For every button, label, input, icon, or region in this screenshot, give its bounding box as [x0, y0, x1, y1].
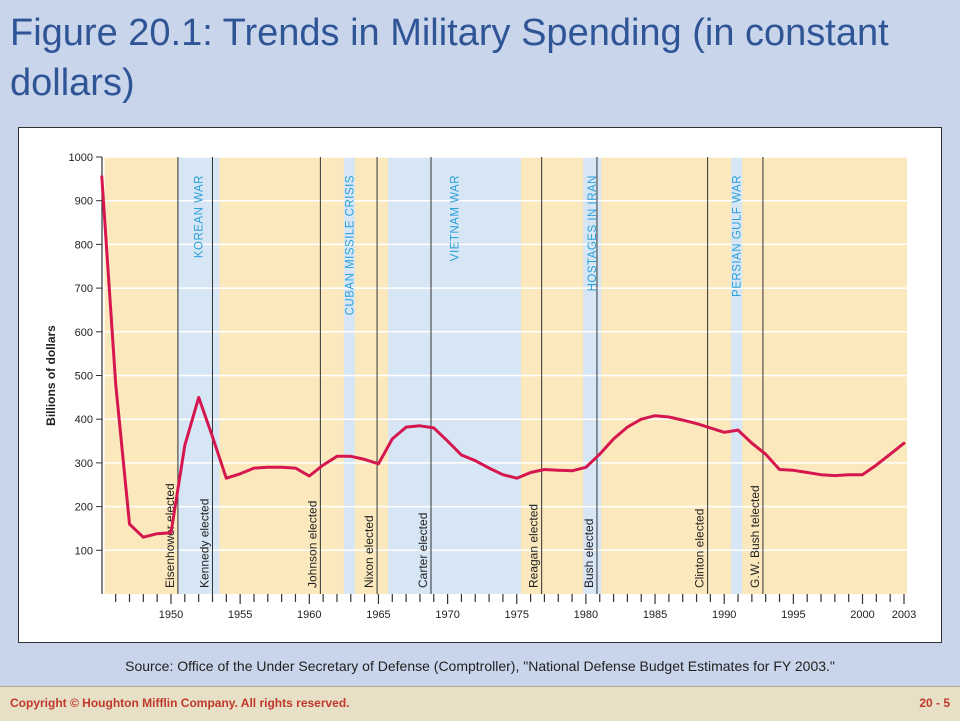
x-tick-label: 1995	[781, 609, 805, 621]
copyright-text: Copyright © Houghton Mifflin Company. Al…	[10, 696, 350, 710]
x-tick-label: 1950	[159, 609, 183, 621]
election-label: Carter elected	[416, 513, 430, 588]
x-tick-label: 1990	[712, 609, 736, 621]
y-tick-label: 500	[75, 371, 93, 383]
y-tick-label: 400	[75, 414, 93, 426]
election-label: Clinton elected	[693, 509, 707, 588]
x-tick-label: 2000	[850, 609, 874, 621]
war-label: HOSTAGES IN IRAN	[587, 175, 599, 291]
election-label: Bush elected	[582, 519, 596, 588]
footer-bar	[0, 686, 960, 721]
y-tick-label: 1000	[69, 152, 93, 164]
x-tick-label: 1955	[228, 609, 252, 621]
y-tick-label: 200	[75, 502, 93, 514]
x-tick-label: 1960	[297, 609, 321, 621]
election-label: Johnson elected	[305, 501, 319, 588]
page-number: 20 - 5	[919, 696, 950, 710]
election-label: Kennedy elected	[197, 499, 211, 588]
war-label: VIETNAM WAR	[450, 175, 462, 261]
war-label: KOREAN WAR	[194, 175, 206, 258]
x-tick-label: 1965	[366, 609, 390, 621]
y-tick-label: 900	[75, 196, 93, 208]
y-tick-label: 100	[75, 545, 93, 557]
x-tick-label: 1985	[643, 609, 667, 621]
y-tick-label: 800	[75, 239, 93, 251]
chart-frame: Eisenhower elected Kennedy elected Johnson…	[18, 127, 942, 643]
x-tick-label: 1970	[435, 609, 459, 621]
y-tick-label: 300	[75, 458, 93, 470]
war-label: PERSIAN GULF WAR	[732, 175, 744, 297]
x-tick-label: 1975	[505, 609, 529, 621]
slide-title: Figure 20.1: Trends in Military Spending…	[10, 12, 889, 104]
y-tick-label: 600	[75, 327, 93, 339]
source-note: Source: Office of the Under Secretary of…	[125, 658, 835, 674]
y-tick-label: 700	[75, 283, 93, 295]
war-label: CUBAN MISSILE CRISIS	[344, 175, 356, 315]
election-label: Reagan elected	[527, 504, 541, 588]
election-label: G.W. Bush telected	[748, 485, 762, 588]
x-tick-label: 2003	[892, 609, 916, 621]
election-label: Nixon elected	[362, 515, 376, 588]
x-tick-label: 1980	[574, 609, 598, 621]
y-axis-title: Billions of dollars	[44, 325, 58, 426]
election-label: Eisenhower elected	[163, 483, 177, 588]
military-spending-chart: Eisenhower elected Kennedy elected Johnson…	[44, 152, 916, 621]
spending-line	[100, 175, 906, 539]
